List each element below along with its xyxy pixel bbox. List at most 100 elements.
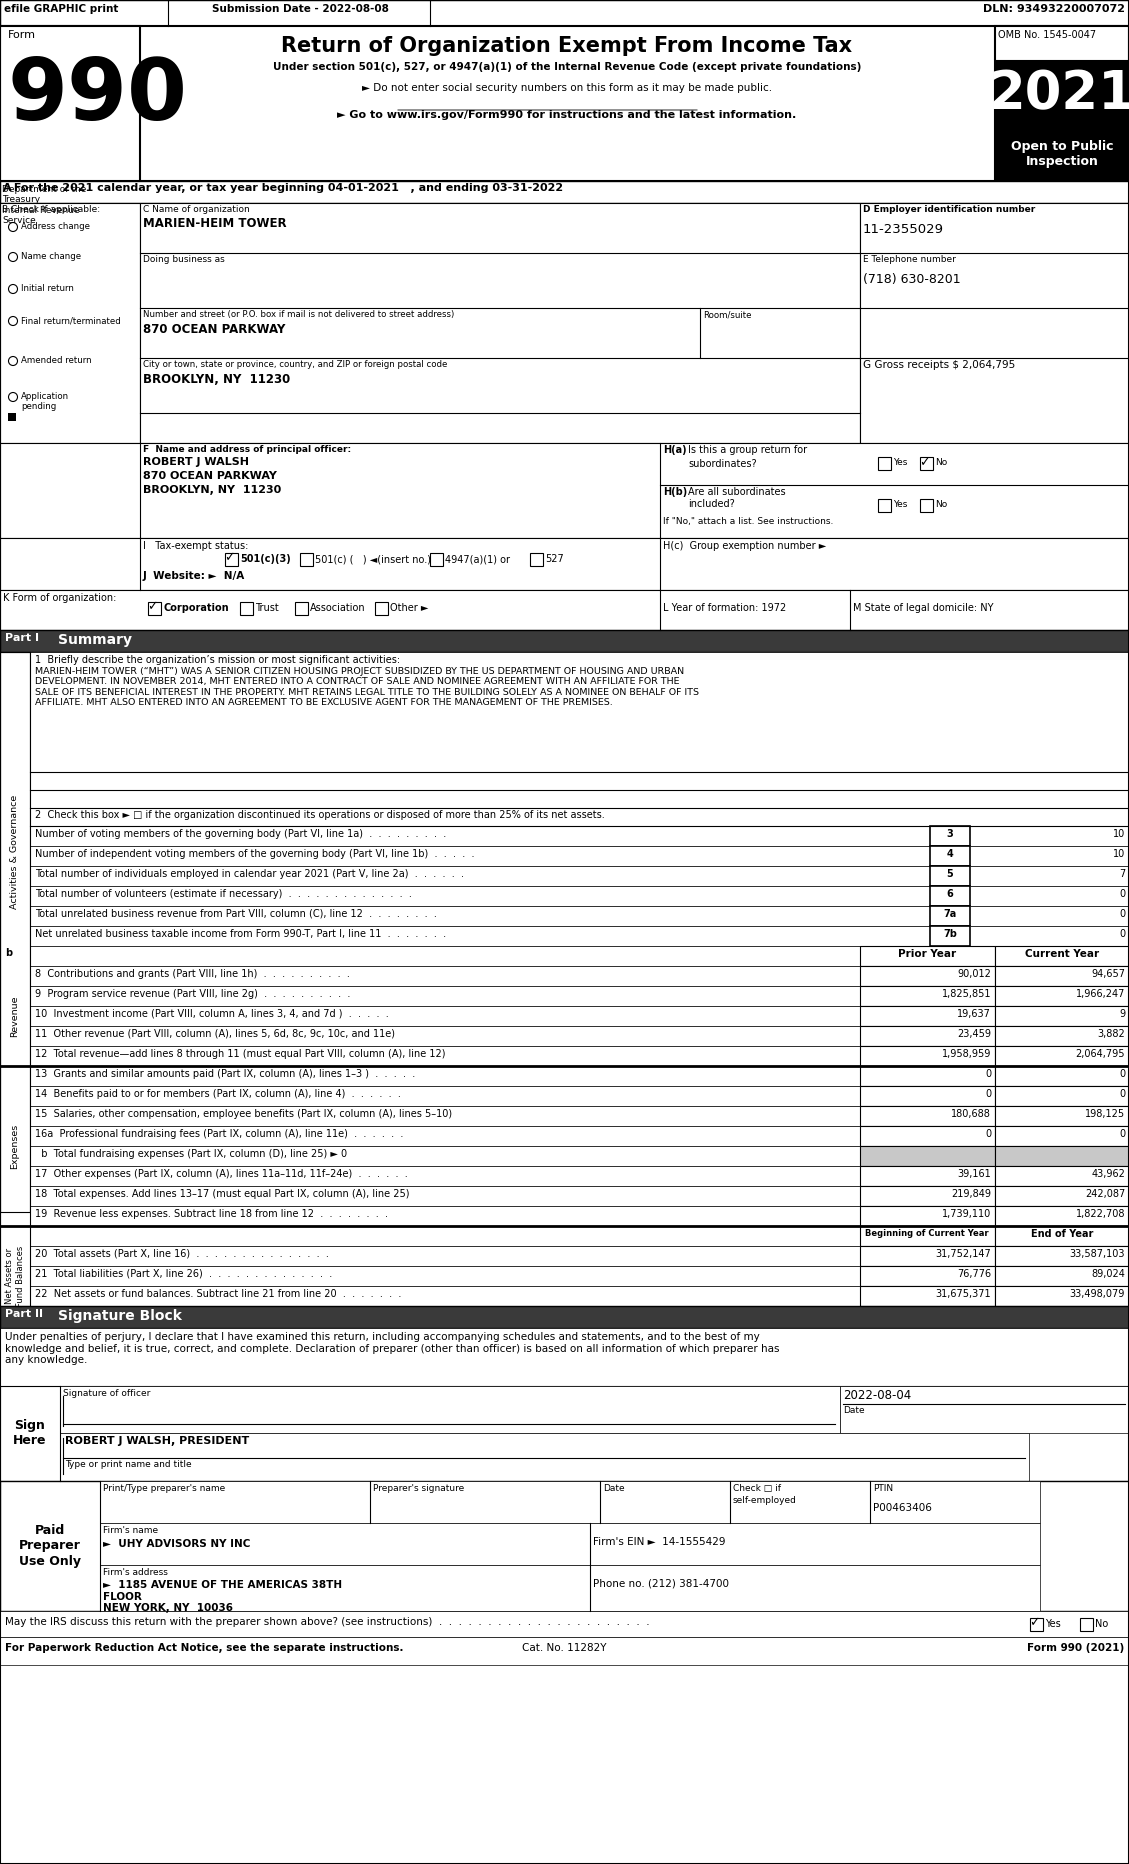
Text: 3,882: 3,882 (1097, 1029, 1124, 1038)
Text: Firm's EIN ►  14-1555429: Firm's EIN ► 14-1555429 (593, 1538, 726, 1547)
Text: 31,675,371: 31,675,371 (935, 1290, 991, 1299)
Text: BROOKLYN, NY  11230: BROOKLYN, NY 11230 (143, 373, 290, 386)
Text: Net unrelated business taxable income from Form 990-T, Part I, line 11  .  .  . : Net unrelated business taxable income fr… (35, 928, 446, 939)
Text: 870 OCEAN PARKWAY: 870 OCEAN PARKWAY (143, 322, 286, 336)
Text: Firm's name: Firm's name (103, 1527, 158, 1534)
Bar (375, 602, 388, 615)
Bar (8, 414, 16, 421)
Text: If "No," attach a list. See instructions.: If "No," attach a list. See instructions… (663, 516, 833, 526)
Text: Other ►: Other ► (390, 602, 428, 613)
Text: 10  Investment income (Part VIII, column A, lines 3, 4, and 7d )  .  .  .  .  .: 10 Investment income (Part VIII, column … (35, 1008, 388, 1020)
Text: PTIN: PTIN (873, 1484, 893, 1493)
Bar (860, 1266, 995, 1286)
Text: 9: 9 (1119, 1008, 1124, 1020)
Text: City or town, state or province, country, and ZIP or foreign postal code: City or town, state or province, country… (143, 360, 447, 369)
Text: 33,587,103: 33,587,103 (1069, 1249, 1124, 1258)
Bar (30, 1025, 860, 1046)
Text: MARIEN-HEIM TOWER: MARIEN-HEIM TOWER (143, 216, 287, 229)
Bar (30, 885, 930, 906)
Text: ►  UHY ADVISORS NY INC: ► UHY ADVISORS NY INC (103, 1540, 251, 1549)
Text: 2022-08-04: 2022-08-04 (843, 1389, 911, 1402)
Bar (930, 826, 970, 846)
Bar (30, 826, 930, 846)
Text: Open to Public
Inspection: Open to Public Inspection (1010, 140, 1113, 168)
Bar (995, 1007, 1129, 1025)
Bar (920, 500, 933, 513)
Text: No: No (1095, 1620, 1109, 1629)
Bar (30, 1105, 860, 1126)
Text: Address change: Address change (21, 222, 90, 231)
Bar (300, 554, 313, 567)
Text: Signature Block: Signature Block (58, 1309, 182, 1323)
Bar (970, 867, 1129, 885)
Bar (920, 457, 933, 470)
Text: 990: 990 (8, 56, 189, 138)
Text: Return of Organization Exempt From Income Tax: Return of Organization Exempt From Incom… (281, 35, 852, 56)
Text: Number of voting members of the governing body (Part VI, line 1a)  .  .  .  .  .: Number of voting members of the governin… (35, 829, 446, 839)
Bar (995, 132, 1129, 181)
Text: 1,966,247: 1,966,247 (1076, 990, 1124, 999)
Bar (60, 1433, 1029, 1482)
Bar (100, 1566, 1040, 1610)
Bar (240, 602, 253, 615)
Bar (30, 1227, 860, 1245)
Bar (995, 1186, 1129, 1206)
Text: 870 OCEAN PARKWAY: 870 OCEAN PARKWAY (143, 472, 277, 481)
Text: Date: Date (603, 1484, 624, 1493)
Text: 2  Check this box ► □ if the organization discontinued its operations or dispose: 2 Check this box ► □ if the organization… (35, 811, 605, 820)
Text: No: No (935, 459, 947, 468)
Bar (995, 1245, 1129, 1266)
Text: 0: 0 (1119, 889, 1124, 898)
Text: 501(c)(3): 501(c)(3) (240, 554, 291, 565)
Text: 4947(a)(1) or: 4947(a)(1) or (445, 554, 510, 565)
Bar (30, 1245, 860, 1266)
Text: Beginning of Current Year: Beginning of Current Year (865, 1228, 989, 1238)
Text: Paid
Preparer
Use Only: Paid Preparer Use Only (19, 1525, 81, 1568)
Text: Yes: Yes (893, 500, 908, 509)
Text: Preparer's signature: Preparer's signature (373, 1484, 464, 1493)
Bar (30, 867, 930, 885)
Text: 2021: 2021 (989, 67, 1129, 119)
Bar (860, 1025, 995, 1046)
Bar (995, 1105, 1129, 1126)
Bar (930, 926, 970, 947)
Text: Association: Association (310, 602, 366, 613)
Bar (970, 906, 1129, 926)
Bar (930, 867, 970, 885)
Bar (30, 1146, 860, 1167)
Bar (30, 1046, 860, 1066)
Text: J  Website: ►  N/A: J Website: ► N/A (143, 570, 245, 582)
Text: 14  Benefits paid to or for members (Part IX, column (A), line 4)  .  .  .  .  .: 14 Benefits paid to or for members (Part… (35, 1089, 401, 1100)
Text: 15  Salaries, other compensation, employee benefits (Part IX, column (A), lines : 15 Salaries, other compensation, employe… (35, 1109, 452, 1118)
Bar (995, 1046, 1129, 1066)
Text: Check □ if: Check □ if (733, 1484, 781, 1493)
Text: 7a: 7a (944, 910, 956, 919)
Bar (860, 986, 995, 1007)
Bar (878, 457, 891, 470)
Bar (225, 554, 238, 567)
Text: D Employer identification number: D Employer identification number (863, 205, 1035, 214)
Text: 527: 527 (545, 554, 563, 565)
Text: Final return/terminated: Final return/terminated (21, 317, 121, 324)
Text: MARIEN-HEIM TOWER (“MHT”) WAS A SENIOR CITIZEN HOUSING PROJECT SUBSIDIZED BY THE: MARIEN-HEIM TOWER (“MHT”) WAS A SENIOR C… (35, 667, 699, 706)
Bar (995, 1066, 1129, 1087)
Text: 33,498,079: 33,498,079 (1069, 1290, 1124, 1299)
Text: 22  Net assets or fund balances. Subtract line 21 from line 20  .  .  .  .  .  .: 22 Net assets or fund balances. Subtract… (35, 1290, 402, 1299)
Text: Print/Type preparer's name: Print/Type preparer's name (103, 1484, 226, 1493)
Text: Submission Date - 2022-08-08: Submission Date - 2022-08-08 (211, 4, 388, 15)
Text: 0: 0 (984, 1089, 991, 1100)
Text: Net Assets or
Fund Balances: Net Assets or Fund Balances (6, 1245, 25, 1307)
Bar (0, 181, 1129, 203)
Bar (860, 1167, 995, 1186)
Bar (60, 1387, 840, 1433)
Text: 6: 6 (946, 889, 953, 898)
Bar (930, 906, 970, 926)
Text: OMB No. 1545-0047: OMB No. 1545-0047 (998, 30, 1096, 39)
Bar (30, 1087, 860, 1105)
Bar (995, 966, 1129, 986)
Text: For Paperwork Reduction Act Notice, see the separate instructions.: For Paperwork Reduction Act Notice, see … (5, 1642, 403, 1653)
Bar (30, 846, 930, 867)
Text: 0: 0 (1119, 1130, 1124, 1139)
Text: 1,958,959: 1,958,959 (942, 1049, 991, 1059)
Text: Corporation: Corporation (163, 602, 229, 613)
